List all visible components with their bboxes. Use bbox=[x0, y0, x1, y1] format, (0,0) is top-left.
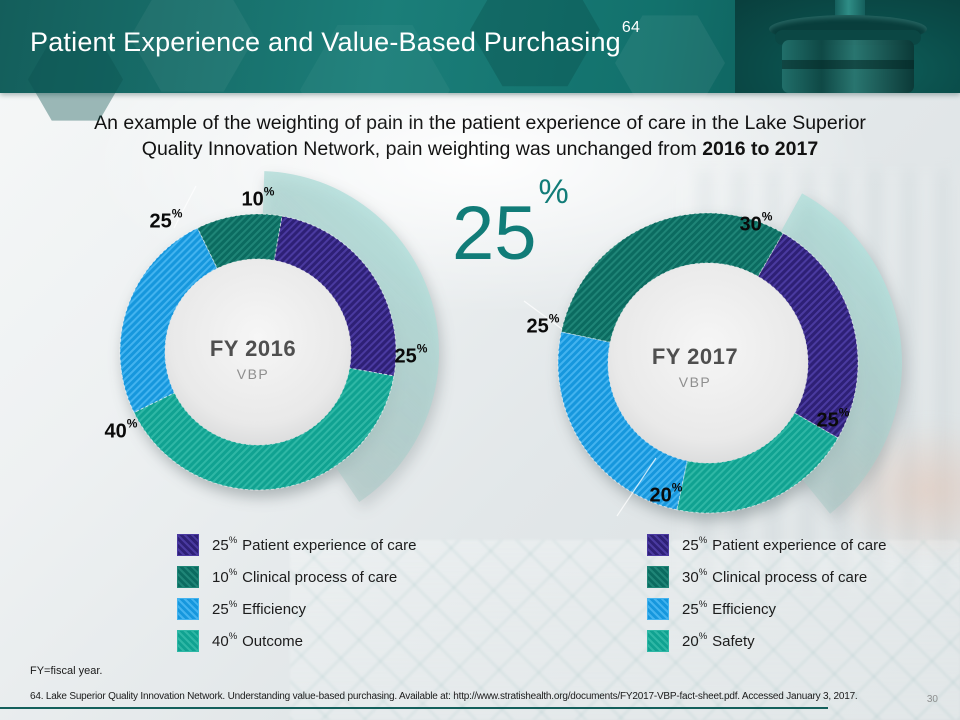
legend-name: Clinical process of care bbox=[242, 568, 398, 586]
legend-swatch bbox=[177, 629, 199, 652]
hexagon-decoration bbox=[28, 38, 123, 121]
title-citation-superscript: 64 bbox=[621, 19, 641, 36]
legend-value: 40 bbox=[212, 632, 229, 650]
legend-item: 20% Safety bbox=[647, 629, 947, 652]
donut-chart-fy2016 bbox=[70, 164, 446, 540]
chart-title: FY 2016 bbox=[209, 336, 297, 361]
legend-swatch bbox=[177, 565, 199, 588]
header-banner: Patient Experience and Value-Based Purch… bbox=[0, 0, 960, 155]
medical-device-photo bbox=[735, 0, 960, 93]
legend-value: 30 bbox=[682, 568, 699, 586]
legend-percent-sign: % bbox=[228, 630, 238, 642]
legend-percent-sign: % bbox=[228, 534, 238, 546]
donut-segment bbox=[133, 367, 395, 491]
legend-name: Safety bbox=[712, 632, 755, 650]
page-title-text: Patient Experience and Value-Based Purch… bbox=[30, 27, 621, 57]
legend-name: Patient experience of care bbox=[712, 536, 887, 554]
legend-label: 25% Patient experience of care bbox=[682, 534, 887, 554]
chart-center-sublabel: VBP bbox=[236, 366, 270, 382]
legend-value: 25 bbox=[682, 536, 699, 554]
legend-swatch bbox=[647, 597, 669, 620]
footer-divider bbox=[0, 707, 828, 709]
subtitle-line2-text: Quality Innovation Network, pain weighti… bbox=[141, 138, 703, 160]
donut-segment bbox=[196, 213, 283, 270]
background-hospital-gown-pattern bbox=[290, 540, 960, 720]
legend-percent-sign: % bbox=[698, 630, 708, 642]
legend-percent-sign: % bbox=[698, 534, 708, 546]
legend-name: Outcome bbox=[242, 632, 303, 650]
big-percent-sign: % bbox=[538, 172, 569, 211]
legend-item: 25% Efficiency bbox=[647, 597, 947, 620]
legend-item: 25% Patient experience of care bbox=[647, 533, 947, 556]
legend-label: 25% Efficiency bbox=[212, 598, 307, 618]
chart-title: FY 2017 bbox=[651, 344, 739, 369]
legend-item: 10% Clinical process of care bbox=[177, 565, 477, 588]
legend-swatch bbox=[177, 597, 199, 620]
legend-name: Efficiency bbox=[712, 600, 777, 618]
donut-center bbox=[608, 263, 808, 463]
legend-label: 25% Efficiency bbox=[682, 598, 777, 618]
page-number: 30 bbox=[926, 694, 938, 705]
legend-value: 20 bbox=[682, 632, 699, 650]
legend-item: 40% Outcome bbox=[177, 629, 477, 652]
legend-name: Clinical process of care bbox=[712, 568, 868, 586]
legend-label: 40% Outcome bbox=[212, 630, 303, 650]
legend-value: 25 bbox=[212, 600, 229, 618]
device-band bbox=[782, 60, 914, 69]
donut-segment bbox=[676, 412, 839, 514]
legend-label: 10% Clinical process of care bbox=[212, 566, 398, 586]
donut-segment bbox=[119, 227, 218, 414]
legend-swatch bbox=[177, 533, 199, 556]
donut-chart-svg bbox=[119, 171, 440, 503]
big-percent-callout: 25% bbox=[452, 175, 569, 272]
legend-swatch bbox=[647, 629, 669, 652]
donut-center bbox=[165, 259, 351, 445]
legend-percent-sign: % bbox=[228, 598, 238, 610]
legend-name: Efficiency bbox=[242, 600, 307, 618]
chart-center-sublabel: VBP bbox=[678, 374, 712, 390]
big-percent-value: 25 bbox=[452, 191, 537, 276]
legend-name: Patient experience of care bbox=[242, 536, 417, 554]
legend-swatch bbox=[647, 533, 669, 556]
legend-value: 25 bbox=[682, 600, 699, 618]
legend-label: 30% Clinical process of care bbox=[682, 566, 868, 586]
legend-item: 30% Clinical process of care bbox=[647, 565, 947, 588]
page-title: Patient Experience and Value-Based Purch… bbox=[30, 19, 640, 58]
subtitle-line1: An example of the weighting of pain in t… bbox=[94, 112, 866, 134]
legend-percent-sign: % bbox=[698, 566, 708, 578]
subtitle-line2: Quality Innovation Network, pain weighti… bbox=[0, 136, 960, 162]
legend-item: 25% Efficiency bbox=[177, 597, 477, 620]
legend-label: 20% Safety bbox=[682, 630, 755, 650]
subtitle: An example of the weighting of pain in t… bbox=[0, 110, 960, 162]
legend-value: 10 bbox=[212, 568, 229, 586]
legend-percent-sign: % bbox=[228, 566, 238, 578]
legend-swatch bbox=[647, 565, 669, 588]
subtitle-bold-years: 2016 to 2017 bbox=[702, 138, 819, 160]
legend-fy2017: 25% Patient experience of care 30% Clinica… bbox=[647, 533, 947, 661]
footer-abbreviation-note: FY=fiscal year. bbox=[30, 665, 103, 677]
legend-fy2016: 25% Patient experience of care 10% Clinica… bbox=[177, 533, 477, 661]
legend-item: 25% Patient experience of care bbox=[177, 533, 477, 556]
donut-segment bbox=[273, 215, 397, 377]
legend-value: 25 bbox=[212, 536, 229, 554]
legend-label: 25% Patient experience of care bbox=[212, 534, 417, 554]
legend-percent-sign: % bbox=[698, 598, 708, 610]
footer-citation: 64. Lake Superior Quality Innovation Net… bbox=[30, 691, 858, 702]
